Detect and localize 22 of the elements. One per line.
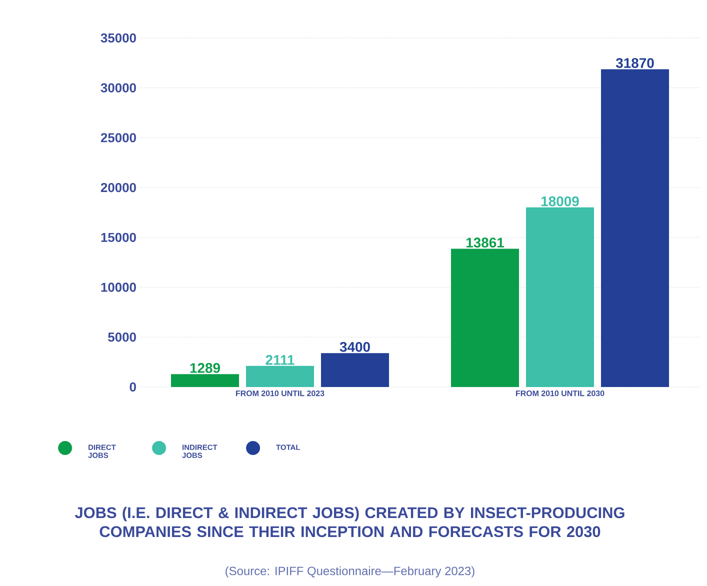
y-tick-label: 30000 xyxy=(100,83,136,92)
bar xyxy=(601,69,670,387)
bar xyxy=(321,353,390,387)
bar xyxy=(246,366,314,387)
bar xyxy=(171,374,240,387)
text: (Source: IPIFF Questionnaire—February 2023) xyxy=(226,566,474,578)
data-label: 1289 xyxy=(190,363,220,373)
data-label: 3400 xyxy=(340,342,370,352)
data-label: 31870 xyxy=(616,58,654,68)
y-tick-label: 35000 xyxy=(100,33,136,43)
data-label: 18009 xyxy=(541,196,579,206)
y-tick-label: 10000 xyxy=(101,282,136,292)
text: JOBS (I.E. DIRECT & INDIRECT JOBS) CREATED BY INSECT-PRODUCING COMPANIES SINCE THEIR INCEPTION AND FORECASTS FOR 2030 xyxy=(74,506,624,538)
y-tick-label: 25000 xyxy=(100,133,136,142)
y-tick-label: 0 xyxy=(130,382,136,392)
y-tick-label: 15000 xyxy=(101,232,136,242)
data-label: 2111 xyxy=(266,354,294,365)
bar xyxy=(526,207,594,387)
y-tick-label: 20000 xyxy=(100,182,136,192)
data-label: 13861 xyxy=(466,238,504,248)
y-tick-label: 5000 xyxy=(108,332,136,342)
bar xyxy=(451,248,520,387)
